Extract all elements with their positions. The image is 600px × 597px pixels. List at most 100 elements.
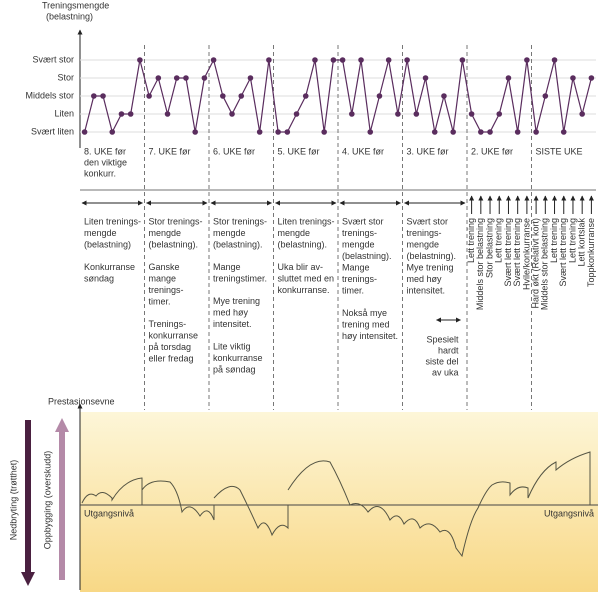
load-point [349,111,355,117]
week-text: (belastning). [342,251,392,261]
week-text: Nokså mye [342,308,387,318]
level-label: Stor [57,72,74,82]
y-title: Treningsmengde [42,0,109,10]
level-label: Svært liten [31,126,74,136]
load-point [192,129,198,135]
day-label: Lett trening [549,218,559,263]
week-text: mengde [213,228,246,238]
load-point [284,129,291,135]
load-point [100,93,106,99]
note-text: Spesielt [426,334,459,344]
load-point [256,129,263,135]
load-point [376,93,383,99]
load-point [514,129,521,135]
load-point [579,111,585,117]
load-point [330,57,337,63]
week-text: (belastning). [407,251,457,261]
load-point [551,57,558,63]
load-point [81,129,88,135]
week-text: Liten trenings- [84,216,141,226]
load-point [164,111,171,117]
load-point [266,57,272,63]
load-line [84,58,592,134]
load-point [524,57,530,63]
week-text: høy intensitet. [342,331,398,341]
day-label: Lett trening [567,218,577,263]
week-text: mengde [149,228,182,238]
load-point [413,111,420,117]
day-label: Stor belastning [484,218,494,278]
load-point [478,129,484,135]
down-arrow-head [21,572,35,586]
performance-area [80,412,598,592]
week-text: Mye trening [407,262,454,272]
day-label: Svært lett trening [512,218,522,287]
level-label: Middels stor [25,90,74,100]
load-point [275,129,281,135]
week-label: den viktige [84,157,127,167]
week-label: konkurr. [84,168,116,178]
week-label: 5. UKE før [278,146,320,156]
day-label: Lett trening [494,218,504,263]
week-text: trenings- [342,274,377,284]
week-text: Svært stor [342,216,384,226]
load-point [422,75,429,81]
week-label: SISTE UKE [536,146,583,156]
week-text: timer. [342,285,364,295]
note-text: hardt [438,345,459,355]
baseline-label: Utgangsnivå [544,508,594,518]
week-text: trenings- [342,228,377,238]
week-text: treningstimer. [213,273,267,283]
week-text: mengde [342,239,375,249]
week-label: 3. UKE før [407,146,449,156]
week-text: Liten trenings- [278,216,335,226]
down-label: Nedbryting (trøtthet) [8,460,18,541]
week-text: Trenings- [149,319,187,329]
week-text: konkurranse [149,330,199,340]
load-point [302,93,309,99]
load-point [385,57,392,63]
week-text: intensitet. [407,285,446,295]
load-point [146,93,152,99]
load-point [588,75,595,81]
load-point [109,129,116,135]
load-point [118,111,125,117]
week-text: Uka blir av- [278,262,324,272]
week-text: trenings- [149,285,184,295]
level-label: Liten [54,108,74,118]
load-point [542,93,549,99]
week-text: (belastning). [149,239,199,249]
load-point [450,129,456,135]
load-point [339,57,346,63]
load-point [367,129,374,135]
baseline-label: Utgangsnivå [84,508,134,518]
week-text: konkurranse. [278,285,330,295]
load-point [431,129,438,135]
week-text: (belastning). [278,239,328,249]
day-label: Lett trening [466,218,476,263]
week-text: mengde [84,228,117,238]
day-label: Middels stor belastning [540,218,550,310]
week-text: Lite viktig [213,341,251,351]
week-label: 7. UKE før [149,146,191,156]
load-point [229,111,235,117]
week-text: på søndag [213,364,256,374]
week-text: sluttet med en [278,273,335,283]
load-point [404,57,410,63]
week-label: 8. UKE før [84,146,126,156]
load-point [238,93,245,99]
week-text: mengde [407,239,440,249]
load-point [395,111,401,117]
load-point [505,75,512,81]
load-point [137,57,143,63]
day-label: Hvile/konkurranse [521,218,531,290]
week-text: Mange [213,262,241,272]
note-text: siste del [425,356,458,366]
day-label: Hard økt (Relativt kort) [530,218,540,309]
level-label: Svært stor [32,54,74,64]
week-text: Stor trenings- [149,216,203,226]
load-point [560,129,567,135]
week-text: trening med [342,319,390,329]
load-point [459,57,466,63]
